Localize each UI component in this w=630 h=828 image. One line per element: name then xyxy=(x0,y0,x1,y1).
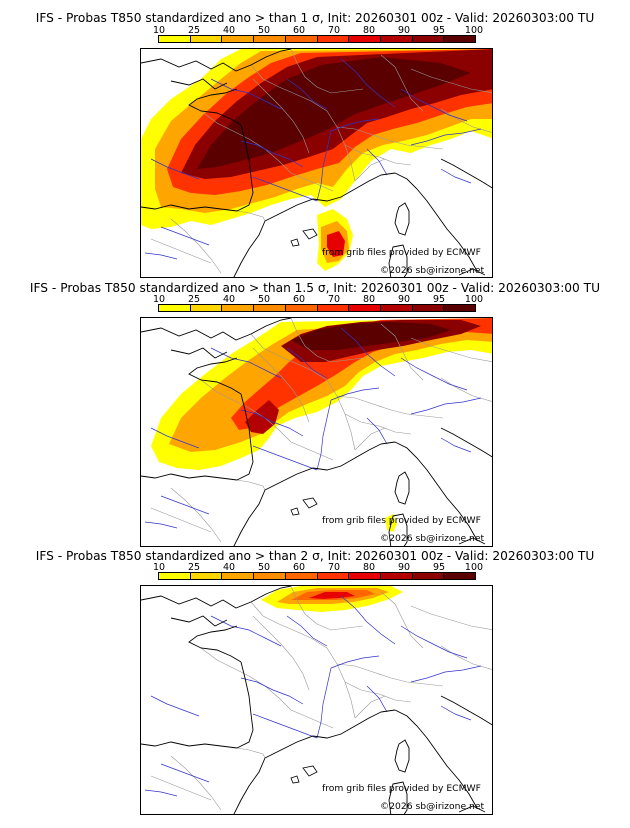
colorbar-tick-100: 100 xyxy=(464,294,484,305)
colorbar-swatch-80 xyxy=(349,305,381,311)
colorbar-swatch-50 xyxy=(254,36,286,42)
panel-2-colorbar xyxy=(158,304,476,312)
colorbar-swatch-70 xyxy=(317,36,350,42)
colorbar-tick-40: 40 xyxy=(222,562,236,573)
panel-1-map xyxy=(140,48,493,278)
panel-3-title: IFS - Probas T850 standardized ano > tha… xyxy=(35,549,595,563)
borders xyxy=(150,586,492,811)
colorbar-tick-90: 90 xyxy=(397,294,411,305)
colorbar-swatch-25 xyxy=(190,36,223,42)
colorbar-tick-10: 10 xyxy=(152,25,166,36)
borders xyxy=(150,49,492,274)
colorbar-tick-100: 100 xyxy=(464,562,484,573)
colorbar-tick-80: 80 xyxy=(362,25,376,36)
colorbar-swatch-90 xyxy=(380,305,413,311)
panel-3-colorbar xyxy=(158,572,476,580)
colorbar-tick-25: 25 xyxy=(187,294,201,305)
colorbar-swatch-100 xyxy=(444,36,476,42)
rivers xyxy=(144,595,482,797)
colorbar-swatch-60 xyxy=(285,305,318,311)
colorbar-swatch-100 xyxy=(444,573,476,579)
borders xyxy=(150,318,492,543)
colorbar-swatch-60 xyxy=(285,36,318,42)
colorbar-swatch-25 xyxy=(190,573,223,579)
panel-3-map xyxy=(140,585,493,815)
probability-contour-100 xyxy=(197,57,471,169)
colorbar-tick-25: 25 xyxy=(187,25,201,36)
colorbar-tick-50: 50 xyxy=(257,294,271,305)
probability-field xyxy=(141,49,492,271)
probability-field xyxy=(261,586,403,612)
coastlines xyxy=(141,318,492,546)
panel-2-colorbar-labels: 10 25 40 50 60 70 80 90 95 100 xyxy=(140,294,484,305)
coastlines xyxy=(141,49,492,277)
colorbar-tick-95: 95 xyxy=(432,25,446,36)
colorbar-swatch-80 xyxy=(349,573,381,579)
colorbar-tick-90: 90 xyxy=(397,25,411,36)
colorbar-swatch-80 xyxy=(349,36,381,42)
colorbar-tick-50: 50 xyxy=(257,25,271,36)
colorbar-swatch-10 xyxy=(159,573,191,579)
colorbar-tick-95: 95 xyxy=(432,562,446,573)
colorbar-swatch-90 xyxy=(380,573,413,579)
colorbar-swatch-40 xyxy=(222,305,255,311)
colorbar-swatch-60 xyxy=(285,573,318,579)
colorbar-swatch-40 xyxy=(222,36,255,42)
colorbar-swatch-10 xyxy=(159,305,191,311)
colorbar-tick-10: 10 xyxy=(152,562,166,573)
panel-1-colorbar xyxy=(158,35,476,43)
colorbar-tick-50: 50 xyxy=(257,562,271,573)
colorbar-swatch-25 xyxy=(190,305,223,311)
colorbar-tick-60: 60 xyxy=(292,25,306,36)
rivers xyxy=(144,58,482,260)
probability-field xyxy=(151,318,492,532)
panel-2-title: IFS - Probas T850 standardized ano > tha… xyxy=(29,281,601,295)
rivers xyxy=(144,327,482,529)
colorbar-swatch-50 xyxy=(254,573,286,579)
colorbar-tick-40: 40 xyxy=(222,294,236,305)
probability-contour-80 xyxy=(309,592,355,599)
colorbar-swatch-90 xyxy=(380,36,413,42)
colorbar-tick-40: 40 xyxy=(222,25,236,36)
panel-3-colorbar-labels: 10 25 40 50 60 70 80 90 95 100 xyxy=(140,562,484,573)
colorbar-swatch-70 xyxy=(317,305,350,311)
panel-2-map xyxy=(140,317,493,547)
colorbar-swatch-40 xyxy=(222,573,255,579)
colorbar-swatch-95 xyxy=(412,573,445,579)
colorbar-tick-100: 100 xyxy=(464,25,484,36)
panel-1-title: IFS - Probas T850 standardized ano > tha… xyxy=(35,11,595,25)
colorbar-swatch-95 xyxy=(412,305,445,311)
colorbar-tick-70: 70 xyxy=(327,25,341,36)
colorbar-swatch-50 xyxy=(254,305,286,311)
colorbar-tick-95: 95 xyxy=(432,294,446,305)
panel-1-source-credit: from grib files provided by ECMWF xyxy=(322,247,481,258)
panel-1-colorbar-labels: 10 25 40 50 60 70 80 90 95 100 xyxy=(140,25,484,36)
colorbar-swatch-100 xyxy=(444,305,476,311)
colorbar-tick-90: 90 xyxy=(397,562,411,573)
probability-contour-100 xyxy=(291,322,451,350)
panel-2-copyright: ©2026 sb@irizone.net xyxy=(380,533,485,544)
colorbar-tick-10: 10 xyxy=(152,294,166,305)
colorbar-swatch-70 xyxy=(317,573,350,579)
colorbar-tick-25: 25 xyxy=(187,562,201,573)
colorbar-tick-70: 70 xyxy=(327,294,341,305)
colorbar-swatch-95 xyxy=(412,36,445,42)
probability-contour-90 xyxy=(245,400,279,434)
panel-2-source-credit: from grib files provided by ECMWF xyxy=(322,515,481,526)
panel-3-copyright: ©2026 sb@irizone.net xyxy=(380,801,485,812)
colorbar-tick-80: 80 xyxy=(362,294,376,305)
probability-contour-80 xyxy=(327,231,345,257)
colorbar-tick-70: 70 xyxy=(327,562,341,573)
panel-1-copyright: ©2026 sb@irizone.net xyxy=(380,265,485,276)
colorbar-swatch-10 xyxy=(159,36,191,42)
panel-3-source-credit: from grib files provided by ECMWF xyxy=(322,783,481,794)
colorbar-tick-60: 60 xyxy=(292,294,306,305)
coastlines xyxy=(141,586,492,814)
colorbar-tick-80: 80 xyxy=(362,562,376,573)
colorbar-tick-60: 60 xyxy=(292,562,306,573)
